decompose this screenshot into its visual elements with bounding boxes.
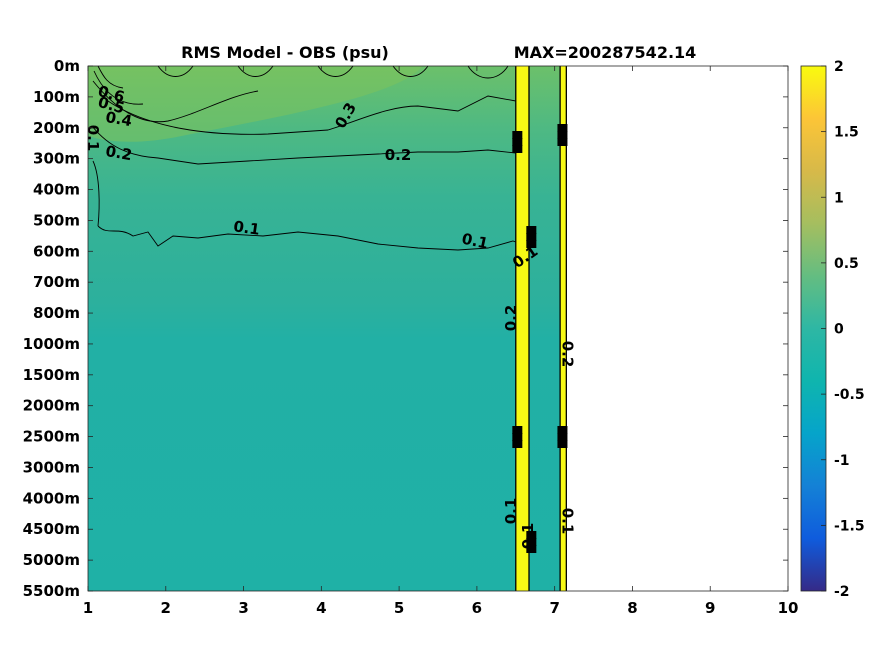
chart-subtitle: MAX=200287542.14 (514, 43, 697, 62)
contour-label: 0.2 (104, 142, 133, 164)
contour-marker (526, 240, 537, 248)
y-tick-label: 2500m (23, 428, 80, 446)
contour-marker (512, 145, 523, 153)
x-tick-label: 2 (161, 599, 171, 617)
x-tick-label: 7 (549, 599, 559, 617)
y-tick-label: 600m (33, 242, 80, 260)
contour-line (97, 225, 516, 251)
colorbar-tick-label: -2 (834, 584, 850, 600)
contour-marker (526, 538, 537, 546)
contour-label: 0.1 (84, 125, 102, 152)
contour-marker (512, 426, 523, 434)
contour-line (157, 65, 194, 77)
contour-label: 0.1 (232, 217, 261, 239)
contour-line (92, 80, 259, 123)
contour-marker (512, 131, 523, 139)
y-tick-label: 200m (33, 119, 80, 137)
y-tick-label: 300m (33, 150, 80, 168)
contour-line (392, 65, 429, 77)
colorbar-tick-label: -1.5 (834, 518, 865, 534)
contour-label: 0.1 (460, 230, 490, 253)
contour-marker (557, 124, 568, 132)
x-tick-label: 4 (316, 599, 326, 617)
colorbar-tick-label: 2 (834, 59, 844, 75)
x-tick-label: 1 (83, 599, 93, 617)
y-tick-label: 2000m (23, 397, 80, 415)
contour-marker (526, 233, 537, 241)
chart-title: RMS Model - OBS (psu) (181, 43, 389, 62)
y-tick-label: 400m (33, 181, 80, 199)
contour-marker (557, 440, 568, 448)
surface-patch (88, 66, 423, 142)
contour-label: 0.2 (385, 146, 412, 164)
colorbar-tick-label: -0.5 (834, 387, 865, 403)
x-tick-label: 10 (778, 599, 799, 617)
contour-label: 0.1 (502, 498, 520, 525)
y-tick-label: 4500m (23, 520, 80, 538)
x-tick-label: 5 (394, 599, 404, 617)
colorbar-tick-label: 0.5 (834, 256, 859, 272)
contour-label: 0.2 (558, 341, 576, 368)
y-tick-label: 500m (33, 211, 80, 229)
contour-label: 0.1 (519, 523, 537, 550)
y-tick-label: 800m (33, 304, 80, 322)
contour-line (93, 70, 144, 105)
y-tick-label: 5000m (23, 551, 80, 569)
contour-line (92, 160, 100, 227)
contour-marker (557, 433, 568, 441)
colorbar-tick-label: 1 (834, 190, 844, 206)
contour-marker (512, 440, 523, 448)
colorbar-tick-label: 0 (834, 322, 844, 338)
colorbar: 2 1.5 1 0.5 0 -0.5 -1 -1.5 -2 (800, 59, 865, 600)
contour-label: 0.4 (104, 108, 133, 130)
y-tick-label: 100m (33, 88, 80, 106)
contour-label: 0.1 (558, 508, 576, 535)
contour-line (467, 65, 509, 79)
y-tick-label: 1500m (23, 366, 80, 384)
contour-marker (526, 226, 537, 234)
y-tick-label: 1000m (23, 335, 80, 353)
contour-line (237, 65, 274, 77)
x-tick-label: 6 (472, 599, 482, 617)
x-tick-label: 3 (238, 599, 248, 617)
contour-marker (557, 131, 568, 139)
contour-marker (512, 138, 523, 146)
y-tick-label: 700m (33, 273, 80, 291)
contour-marker (526, 545, 537, 553)
y-tick-label: 5500m (23, 582, 80, 600)
colorbar-tick-label: -1 (834, 453, 850, 469)
x-tick-label: 8 (627, 599, 637, 617)
field-fill (88, 66, 563, 591)
plot-area: 0.60.50.4 0.30.20.10.20.10.10.10.20.20.1 0… (23, 57, 799, 617)
contour-marker (557, 426, 568, 434)
contour-line (97, 65, 124, 89)
x-tick-label: 9 (705, 599, 715, 617)
contour-line (317, 65, 354, 77)
y-tick-label: 0m (54, 57, 80, 75)
x-axis: 1 2 3 4 5 6 7 8 9 10 (83, 66, 799, 617)
y-axis: 0m 100m 200m 300m 400m 500m 600m 700m 800m 1000m 1… (23, 57, 788, 600)
contour-line (91, 125, 516, 165)
contour-label: 0.2 (502, 305, 520, 332)
contour-marker (512, 433, 523, 441)
saturated-column-2 (560, 66, 567, 591)
y-tick-label: 4000m (23, 489, 80, 507)
colorbar-tick-label: 1.5 (834, 125, 859, 141)
y-tick-label: 3000m (23, 458, 80, 476)
saturated-column-1 (515, 66, 529, 591)
colorbar-ticks: 2 1.5 1 0.5 0 -0.5 -1 -1.5 -2 (821, 59, 865, 600)
heatmap-field (88, 66, 567, 591)
plot-frame (87, 65, 789, 592)
contour-lines (91, 65, 568, 553)
contour-marker (526, 531, 537, 539)
contour-marker (557, 138, 568, 146)
